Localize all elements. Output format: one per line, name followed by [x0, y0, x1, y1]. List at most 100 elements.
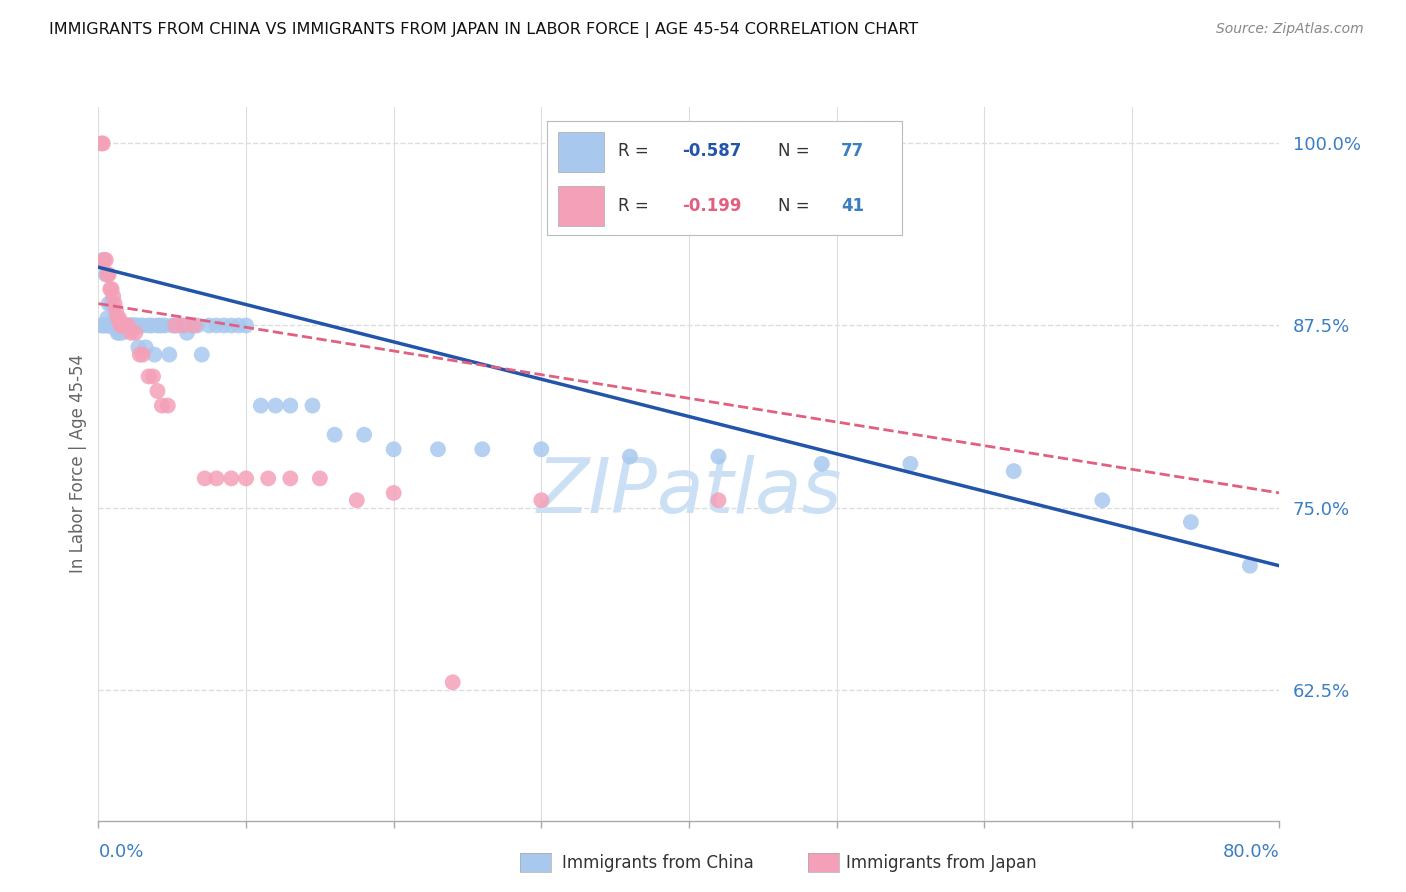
Point	[94, 268, 117, 282]
Point	[120, 318, 142, 333]
Point	[194, 471, 217, 485]
Point	[90, 136, 112, 151]
Point	[110, 318, 132, 333]
Point	[162, 318, 183, 333]
Point	[146, 318, 169, 333]
Point	[114, 318, 136, 333]
Point	[132, 318, 155, 333]
Point	[104, 318, 127, 333]
Point	[156, 399, 179, 413]
Point	[138, 318, 160, 333]
Point	[97, 296, 120, 310]
Point	[100, 318, 122, 333]
Point	[127, 340, 149, 354]
Point	[114, 318, 136, 333]
Point	[180, 318, 202, 333]
Point	[278, 399, 302, 413]
Point	[132, 348, 155, 362]
Point	[707, 493, 730, 508]
Point	[118, 318, 141, 333]
Point	[142, 369, 165, 384]
Point	[165, 318, 187, 333]
Point	[235, 318, 257, 333]
Point	[153, 318, 176, 333]
Point	[810, 457, 832, 471]
Point	[1002, 464, 1025, 478]
Text: IMMIGRANTS FROM CHINA VS IMMIGRANTS FROM JAPAN IN LABOR FORCE | AGE 45-54 CORREL: IMMIGRANTS FROM CHINA VS IMMIGRANTS FROM…	[49, 22, 918, 38]
Point	[103, 318, 125, 333]
Point	[98, 282, 121, 296]
Y-axis label: In Labor Force | Age 45-54: In Labor Force | Age 45-54	[69, 354, 87, 574]
Point	[138, 369, 160, 384]
Point	[146, 384, 169, 398]
Point	[105, 318, 128, 333]
Point	[115, 318, 138, 333]
Point	[100, 296, 122, 310]
Point	[205, 318, 228, 333]
Point	[107, 311, 129, 326]
Point	[530, 493, 553, 508]
Point	[103, 318, 125, 333]
Point	[105, 304, 128, 318]
Point	[157, 348, 180, 362]
Point	[530, 442, 553, 457]
Point	[212, 318, 235, 333]
Point	[91, 136, 114, 151]
Point	[110, 318, 132, 333]
Point	[122, 318, 145, 333]
Point	[309, 471, 332, 485]
Point	[166, 318, 188, 333]
Point	[471, 442, 494, 457]
Point	[91, 318, 114, 333]
Point	[427, 442, 450, 457]
Point	[93, 318, 115, 333]
Point	[382, 486, 405, 500]
Point	[619, 450, 641, 464]
Point	[301, 399, 323, 413]
Point	[219, 471, 242, 485]
Point	[104, 311, 127, 326]
Point	[117, 318, 139, 333]
Point	[128, 318, 150, 333]
Point	[183, 318, 205, 333]
Point	[219, 318, 242, 333]
Point	[170, 318, 193, 333]
Point	[121, 318, 143, 333]
Point	[96, 318, 118, 333]
Point	[98, 318, 121, 333]
Point	[353, 427, 375, 442]
Text: ZIPatlas: ZIPatlas	[536, 456, 842, 529]
Text: Immigrants from China: Immigrants from China	[562, 854, 754, 871]
Point	[125, 318, 148, 333]
Point	[323, 427, 346, 442]
Point	[1180, 515, 1202, 529]
Point	[100, 282, 122, 296]
Point	[107, 318, 129, 333]
Point	[120, 326, 142, 340]
Point	[900, 457, 922, 471]
Point	[90, 318, 112, 333]
Point	[105, 318, 128, 333]
Point	[150, 399, 173, 413]
Point	[103, 289, 125, 303]
Text: Source: ZipAtlas.com: Source: ZipAtlas.com	[1216, 22, 1364, 37]
Text: 80.0%: 80.0%	[1223, 843, 1279, 861]
Point	[278, 471, 302, 485]
Point	[108, 326, 131, 340]
Point	[707, 450, 730, 464]
Point	[93, 252, 115, 267]
Point	[143, 348, 166, 362]
Point	[250, 399, 273, 413]
Point	[111, 326, 134, 340]
Point	[441, 675, 464, 690]
Point	[257, 471, 280, 485]
Point	[346, 493, 368, 508]
Point	[117, 318, 139, 333]
Point	[98, 318, 121, 333]
Point	[96, 268, 118, 282]
Point	[135, 340, 157, 354]
Point	[198, 318, 221, 333]
Point	[128, 348, 150, 362]
Point	[191, 348, 214, 362]
Point	[1239, 558, 1261, 573]
